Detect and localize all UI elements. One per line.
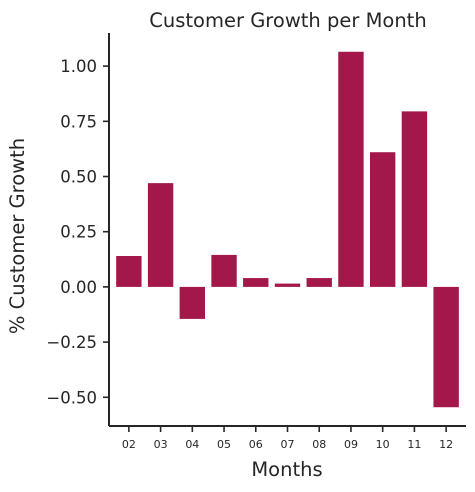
x-tick-label-08: 08 [312, 438, 326, 451]
bar-04 [179, 286, 206, 319]
bar-09 [338, 51, 364, 287]
y-tick-label: 1.00 [60, 57, 97, 76]
bar-08 [306, 278, 332, 287]
bar-03 [147, 183, 174, 287]
bar-02 [116, 255, 142, 287]
bar-11 [401, 111, 428, 287]
bar-05 [211, 254, 237, 287]
y-axis: −0.50 −0.25 0.00 0.25 0.50 0.75 1.00 [46, 57, 109, 407]
bar-10 [369, 152, 396, 287]
y-tick-label: 0.50 [60, 168, 97, 187]
x-tick-label-03: 03 [154, 438, 168, 451]
chart-title: Customer Growth per Month [149, 9, 426, 32]
x-tick-label-07: 07 [281, 438, 295, 451]
bar-12 [433, 286, 459, 408]
x-tick-label-06: 06 [249, 438, 263, 451]
x-tick-label-02: 02 [122, 438, 136, 451]
x-axis-label: Months [251, 458, 322, 481]
x-tick-label-10: 10 [376, 438, 390, 451]
y-tick-label: −0.25 [46, 333, 97, 352]
y-tick-label: 0.25 [60, 223, 97, 242]
y-tick-label: 0.75 [60, 112, 97, 131]
bar-06 [243, 278, 269, 287]
y-tick-label: 0.00 [60, 278, 97, 297]
x-tick-label-09: 09 [344, 438, 358, 451]
x-tick-label-05: 05 [217, 438, 231, 451]
y-tick-label: −0.50 [46, 388, 97, 407]
x-tick-label-04: 04 [185, 438, 199, 451]
x-tick-label-12: 12 [439, 438, 453, 451]
y-axis-label: % Customer Growth [6, 138, 29, 334]
x-axis: 02 03 04 05 06 07 08 09 10 11 12 [122, 426, 453, 451]
x-tick-label-11: 11 [407, 438, 421, 451]
bar-07 [274, 283, 301, 287]
bars-group [116, 51, 459, 408]
